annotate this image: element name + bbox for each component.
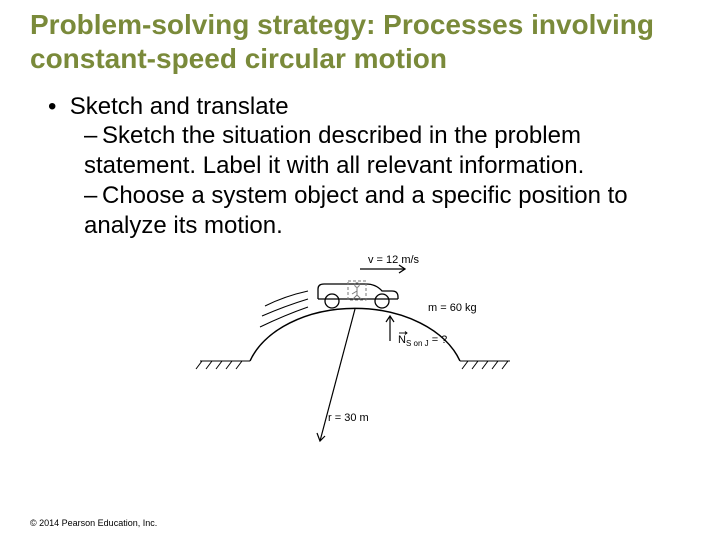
ground-right-hatch <box>460 361 510 369</box>
sub-item-1: –Choose a system object and a specific p… <box>84 181 680 241</box>
bullet-main: • Sketch and translate <box>48 93 680 121</box>
bullet-main-text: Sketch and translate <box>70 93 289 120</box>
ground-left-hatch <box>196 361 250 369</box>
passenger-icon <box>352 283 361 299</box>
motion-lines <box>260 291 308 327</box>
copyright-text: © 2014 Pearson Education, Inc. <box>30 518 157 528</box>
physics-diagram: v = 12 m/s m = 60 kg NS on J = ? r = 30 … <box>190 251 530 451</box>
velocity-label: v = 12 m/s <box>368 254 420 266</box>
content-block: • Sketch and translate –Sketch the situa… <box>0 75 720 241</box>
normal-label: NS on J = ? <box>398 334 447 348</box>
radius-label: r = 30 m <box>328 412 369 424</box>
figure-container: v = 12 m/s m = 60 kg NS on J = ? r = 30 … <box>0 251 720 456</box>
sub-item-0-text: Sketch the situation described in the pr… <box>84 122 584 179</box>
sub-item-1-text: Choose a system object and a specific po… <box>84 182 628 239</box>
mass-label: m = 60 kg <box>428 302 477 314</box>
sub-item-0: –Sketch the situation described in the p… <box>84 121 680 181</box>
page-title: Problem-solving strategy: Processes invo… <box>0 0 720 75</box>
title-text: Problem-solving strategy: Processes invo… <box>30 9 654 74</box>
velocity-arrow <box>360 265 405 273</box>
